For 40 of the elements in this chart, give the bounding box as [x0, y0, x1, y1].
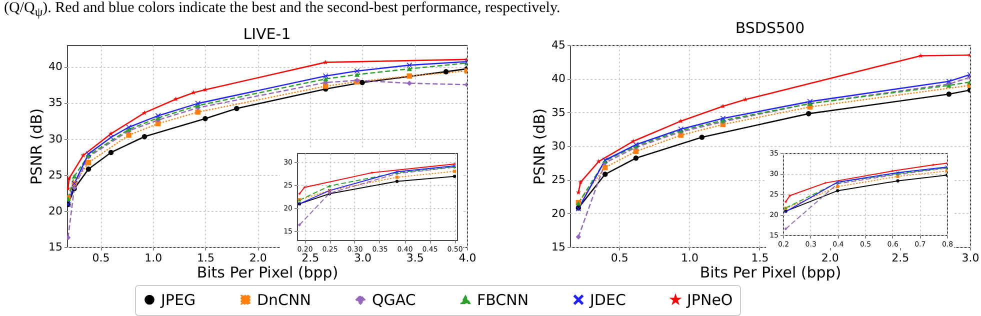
chart-title: LIVE-1 [243, 25, 291, 43]
y-axis-title: PSNR (dB) [28, 108, 46, 185]
legend-label: JPEG [160, 290, 196, 309]
x-tick-label: 3.0 [962, 252, 980, 264]
x-axis-title: Bits Per Pixel (bpp) [196, 264, 338, 282]
y-tick-label: 30 [48, 132, 62, 146]
x-tick-label: 1.5 [196, 252, 214, 264]
legend-label: DnCNN [257, 290, 311, 309]
y-tick-label: 15 [48, 240, 62, 254]
x-tick-label: 1.0 [144, 252, 162, 264]
y-tick-label: 35 [552, 106, 566, 119]
y-tick-label: 40 [552, 72, 566, 86]
legend-label: JPNeO [686, 290, 733, 309]
y-tick-label: 30 [552, 140, 566, 152]
chart-title: BSDS500 [735, 19, 805, 37]
y-tick-label: 20 [48, 204, 62, 218]
legend-label: JDEC [589, 290, 626, 309]
text: (Q/Q$_{ψ}$). Red and blue colors indicate the best and the second-best performance, respectively. [4, 0, 560, 20]
x-tick-label: 1.5 [751, 252, 769, 264]
x-tick-label: 2.5 [892, 252, 910, 264]
x-axis-title: Bits Per Pixel (bpp) [700, 264, 842, 282]
y-tick-label: 40 [48, 60, 62, 74]
x-tick-label: 1.0 [681, 252, 699, 264]
x-tick-label: 2.0 [821, 252, 839, 264]
y-tick-label: 25 [552, 173, 566, 186]
x-tick-label: 4.0 [458, 252, 476, 264]
y-tick-label: 25 [48, 168, 62, 182]
y-axis-title: PSNR (dB) [530, 108, 549, 185]
x-tick-label: 3.5 [406, 252, 424, 264]
y-tick-label: 35 [48, 96, 62, 110]
y-tick-label: 15 [552, 240, 566, 254]
y-tick-label: 45 [552, 38, 566, 52]
x-tick-label: 2.5 [302, 252, 320, 264]
x-tick-label: 2.0 [249, 252, 267, 264]
legend-label: FBCNN [477, 290, 529, 309]
x-tick-label: 0.5 [610, 252, 628, 264]
legend-label: QGAC [372, 290, 416, 309]
y-tick-label: 20 [552, 206, 566, 220]
x-tick-label: 0.5 [92, 252, 110, 264]
x-tick-label: 3.0 [354, 252, 372, 264]
